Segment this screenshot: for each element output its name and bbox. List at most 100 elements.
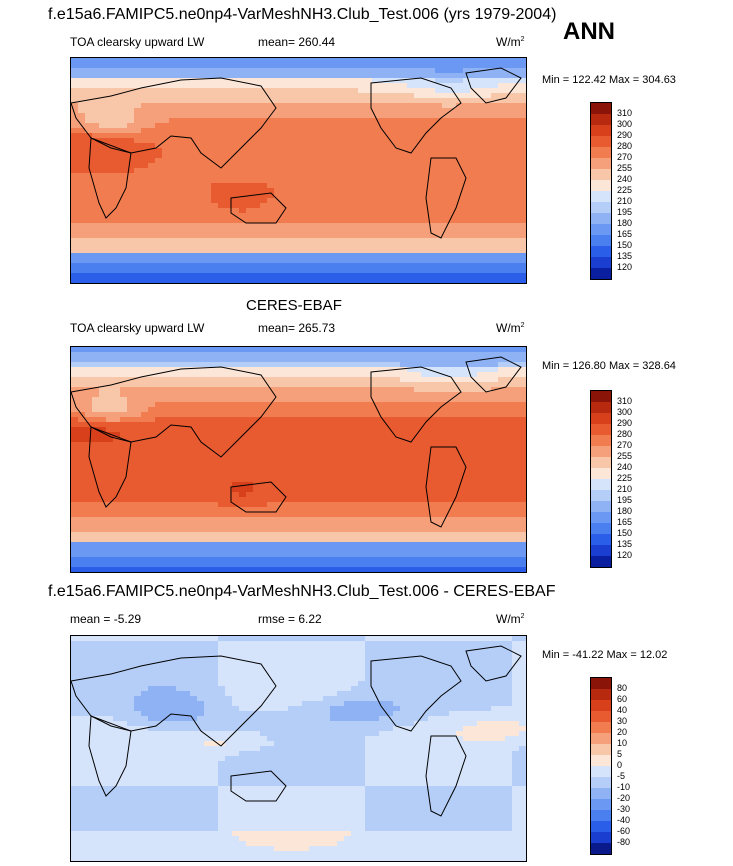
colorbar-swatch: [591, 224, 611, 235]
colorbar-swatch: [591, 213, 611, 224]
map-field: [71, 347, 526, 572]
panel2-colorbar: [590, 390, 612, 568]
panel3-units: W/m2: [496, 612, 525, 626]
colorbar-swatch: [591, 435, 611, 446]
colorbar-tick-label: 30: [617, 716, 628, 726]
panel1-mean: mean= 260.44: [258, 35, 336, 49]
colorbar-tick-label: 225: [617, 473, 633, 483]
colorbar-tick-label: -20: [617, 793, 631, 803]
colorbar-swatch: [591, 711, 611, 722]
colorbar-tick-label: 280: [617, 141, 633, 151]
colorbar-tick-label: 150: [617, 528, 633, 538]
colorbar-swatch: [591, 468, 611, 479]
colorbar-swatch: [591, 180, 611, 191]
coastline: [465, 67, 522, 104]
colorbar-tick-label: 210: [617, 196, 633, 206]
coastline: [88, 715, 132, 797]
panel3-colorbar: [590, 677, 612, 855]
coastline: [71, 366, 277, 458]
colorbar-tick-label: 290: [617, 418, 633, 428]
panel1-map: [70, 57, 527, 284]
colorbar-tick-label: 180: [617, 218, 633, 228]
colorbar-tick-label: 20: [617, 727, 628, 737]
colorbar-swatch: [591, 821, 611, 832]
colorbar-swatch: [591, 556, 611, 567]
colorbar-tick-label: 195: [617, 495, 633, 505]
colorbar-swatch: [591, 799, 611, 810]
colorbar-tick-label: 310: [617, 396, 633, 406]
colorbar-swatch: [591, 402, 611, 413]
panel3-rmse: rmse = 6.22: [258, 612, 322, 626]
colorbar-swatch: [591, 169, 611, 180]
colorbar-swatch: [591, 766, 611, 777]
colorbar-tick-label: 300: [617, 119, 633, 129]
colorbar-swatch: [591, 832, 611, 843]
colorbar-tick-label: 240: [617, 462, 633, 472]
colorbar-swatch: [591, 125, 611, 136]
panel3-range: Min = -41.22 Max = 12.02: [542, 649, 668, 661]
colorbar-swatch: [591, 268, 611, 279]
coastline: [465, 645, 522, 682]
colorbar-tick-label: 270: [617, 152, 633, 162]
coastline: [71, 77, 277, 169]
coastline: [230, 481, 287, 513]
colorbar-tick-label: 10: [617, 738, 628, 748]
colorbar-swatch: [591, 424, 611, 435]
colorbar-swatch: [591, 490, 611, 501]
colorbar-swatch: [591, 755, 611, 766]
panel2-variable: TOA clearsky upward LW: [70, 321, 205, 335]
coastline: [425, 157, 467, 239]
test-title: f.e15a6.FAMIPC5.ne0np4-VarMeshNH3.Club_T…: [48, 6, 557, 23]
panel3-title: f.e15a6.FAMIPC5.ne0np4-VarMeshNH3.Club_T…: [48, 583, 556, 600]
colorbar-tick-label: 120: [617, 550, 633, 560]
colorbar-tick-label: 290: [617, 130, 633, 140]
colorbar-swatch: [591, 202, 611, 213]
colorbar-tick-label: -10: [617, 782, 631, 792]
colorbar-tick-label: 135: [617, 251, 633, 261]
colorbar-swatch: [591, 843, 611, 854]
colorbar-swatch: [591, 136, 611, 147]
coastline: [370, 655, 462, 732]
colorbar-swatch: [591, 689, 611, 700]
coastline: [230, 770, 287, 802]
colorbar-swatch: [591, 103, 611, 114]
colorbar-swatch: [591, 501, 611, 512]
colorbar-swatch: [591, 534, 611, 545]
colorbar-tick-label: 165: [617, 517, 633, 527]
panel1-range: Min = 122.42 Max = 304.63: [542, 74, 676, 86]
panel3-mean: mean = -5.29: [70, 612, 142, 626]
panel2-title: CERES-EBAF: [246, 297, 342, 314]
colorbar-tick-label: -40: [617, 815, 631, 825]
colorbar-swatch: [591, 788, 611, 799]
panel2-mean: mean= 265.73: [258, 321, 336, 335]
coastline: [370, 366, 462, 443]
colorbar-swatch: [591, 678, 611, 689]
coastline: [71, 655, 277, 747]
colorbar-tick-label: -80: [617, 837, 631, 847]
colorbar-swatch: [591, 744, 611, 755]
panel2-map: [70, 346, 527, 573]
colorbar-swatch: [591, 700, 611, 711]
colorbar-tick-label: 120: [617, 262, 633, 272]
colorbar-swatch: [591, 523, 611, 534]
colorbar-swatch: [591, 777, 611, 788]
colorbar-tick-label: 210: [617, 484, 633, 494]
coastline: [465, 356, 522, 393]
colorbar-swatch: [591, 457, 611, 468]
colorbar-swatch: [591, 246, 611, 257]
colorbar-swatch: [591, 235, 611, 246]
colorbar-tick-label: 255: [617, 163, 633, 173]
colorbar-tick-label: 165: [617, 229, 633, 239]
colorbar-swatch: [591, 114, 611, 125]
colorbar-swatch: [591, 191, 611, 202]
colorbar-swatch: [591, 810, 611, 821]
panel2-range: Min = 126.80 Max = 328.64: [542, 360, 676, 372]
colorbar-tick-label: 5: [617, 749, 623, 759]
map-field: [71, 636, 526, 861]
colorbar-tick-label: 300: [617, 407, 633, 417]
colorbar-swatch: [591, 257, 611, 268]
colorbar-tick-label: 240: [617, 174, 633, 184]
colorbar-swatch: [591, 147, 611, 158]
coastline: [230, 192, 287, 224]
colorbar-tick-label: 270: [617, 440, 633, 450]
